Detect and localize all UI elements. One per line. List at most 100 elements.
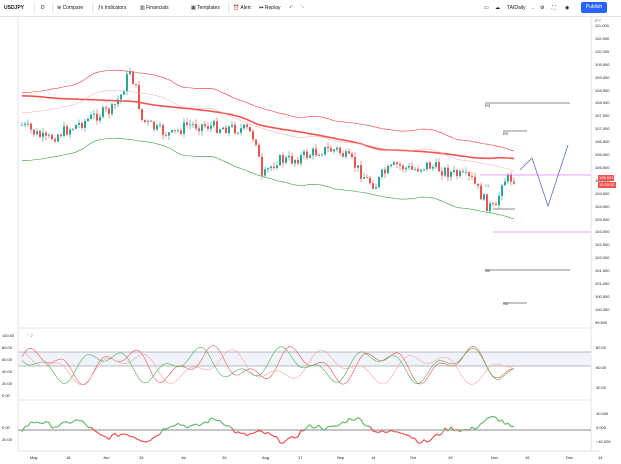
momentum-segment <box>399 432 404 435</box>
candle-body <box>468 172 470 176</box>
momentum-segment <box>123 433 128 436</box>
candle-body <box>222 127 224 130</box>
momentum-segment <box>246 433 251 437</box>
templates-button[interactable]: ▦ Templates <box>191 0 220 16</box>
rsi-line <box>21 346 515 385</box>
candle-body <box>216 121 218 133</box>
momentum-segment <box>507 422 512 427</box>
cloud-icon[interactable]: ☁ <box>495 5 500 11</box>
redo-icon[interactable]: ↷ <box>300 5 305 11</box>
momentum-segment <box>45 420 50 424</box>
undo-icon[interactable]: ↶ <box>289 5 294 11</box>
candle-body <box>378 176 380 188</box>
momentum-segment <box>111 432 116 436</box>
fullscreen-icon[interactable]: ⛶ <box>552 5 556 11</box>
momentum-segment <box>360 419 365 426</box>
alert-label: Alert <box>240 5 251 11</box>
candle-body <box>387 166 389 174</box>
candle-body <box>336 147 338 150</box>
momentum-segment <box>297 430 302 437</box>
candle-body <box>45 132 47 136</box>
candle-body <box>426 162 428 170</box>
candle-body <box>465 172 467 173</box>
pivot-label-s3: S3 <box>503 301 508 306</box>
candle-body <box>324 146 326 155</box>
replay-button[interactable]: ⏮ Replay <box>259 0 280 16</box>
candle-body <box>363 177 365 179</box>
candle-body <box>234 124 236 134</box>
time-tick-label: 18 <box>66 455 71 460</box>
momentum-segment <box>429 437 434 442</box>
candle-body <box>60 134 62 137</box>
candle-body <box>30 123 32 130</box>
price-tick-label: 104.000 <box>595 203 610 209</box>
momentum-segment <box>303 426 308 432</box>
candle-body <box>165 134 167 136</box>
camera-icon[interactable]: ◉ <box>565 5 570 11</box>
momentum-segment <box>438 433 443 436</box>
osc1-left-tick-label: 100.00 <box>2 333 15 338</box>
momentum-segment <box>477 423 482 428</box>
overbought-zone <box>18 352 591 366</box>
alert-button[interactable]: ⏰ Alert <box>233 0 251 16</box>
layout-icon[interactable]: ▭ <box>484 5 489 11</box>
candle-body <box>303 151 305 156</box>
momentum-segment <box>492 415 497 418</box>
candle-body <box>78 122 80 125</box>
momentum-segment <box>21 426 26 432</box>
candle-body <box>477 183 479 186</box>
chevron-down-icon[interactable]: ⌄ <box>531 5 536 11</box>
compare-button[interactable]: ⊕ Compare <box>57 0 83 16</box>
candle-body <box>243 124 245 129</box>
momentum-segment <box>105 436 110 440</box>
gear-icon[interactable]: ⚙ <box>540 5 545 11</box>
stoch-k-line <box>21 345 514 386</box>
replay-label: Replay <box>264 5 281 11</box>
financials-icon: ▥ <box>140 5 145 11</box>
candle-body <box>51 134 53 140</box>
momentum-segment <box>255 430 260 433</box>
momentum-segment <box>381 430 386 433</box>
candle-body <box>474 176 476 184</box>
interval-button[interactable]: D <box>41 5 45 11</box>
momentum-segment <box>486 416 491 419</box>
osc1-tick-label: 80.00 <box>596 345 607 350</box>
publish-button[interactable]: Publish <box>581 2 607 13</box>
layout-name-button[interactable]: TAIDaily <box>507 5 526 11</box>
oscillator-collapse-icon[interactable]: ⌃ 2 <box>26 333 33 338</box>
momentum-segment <box>495 417 500 422</box>
candle-body <box>315 148 317 156</box>
candle-body <box>411 166 413 170</box>
candle-body <box>309 155 311 158</box>
candle-body <box>486 194 488 211</box>
momentum-segment <box>441 427 446 434</box>
financials-button[interactable]: ▥ Financials <box>140 0 169 16</box>
candle-body <box>135 83 137 85</box>
symbol-search-button[interactable]: USDJPY <box>4 5 25 11</box>
momentum-segment <box>378 430 383 433</box>
time-tick-label: 20 <box>222 455 227 460</box>
candle-body <box>276 165 278 168</box>
momentum-segment <box>363 424 368 427</box>
candle-body <box>312 148 314 156</box>
indicators-button[interactable]: ƒx Indicators <box>98 0 126 16</box>
momentum-segment <box>312 427 317 429</box>
momentum-segment <box>60 421 65 425</box>
momentum-segment <box>177 422 182 426</box>
candle-body <box>255 139 257 145</box>
candle-body <box>267 168 269 170</box>
momentum-segment <box>153 435 158 438</box>
candle-body <box>408 166 410 168</box>
candle-body <box>306 151 308 158</box>
momentum-segment <box>444 427 449 432</box>
candle-body <box>102 107 104 117</box>
momentum-segment <box>285 437 290 441</box>
candle-body <box>93 113 95 115</box>
momentum-segment <box>480 421 485 424</box>
momentum-segment <box>483 417 488 423</box>
momentum-segment <box>456 428 461 433</box>
momentum-segment <box>219 419 224 425</box>
candle-body <box>456 170 458 177</box>
candle-body <box>54 139 56 142</box>
